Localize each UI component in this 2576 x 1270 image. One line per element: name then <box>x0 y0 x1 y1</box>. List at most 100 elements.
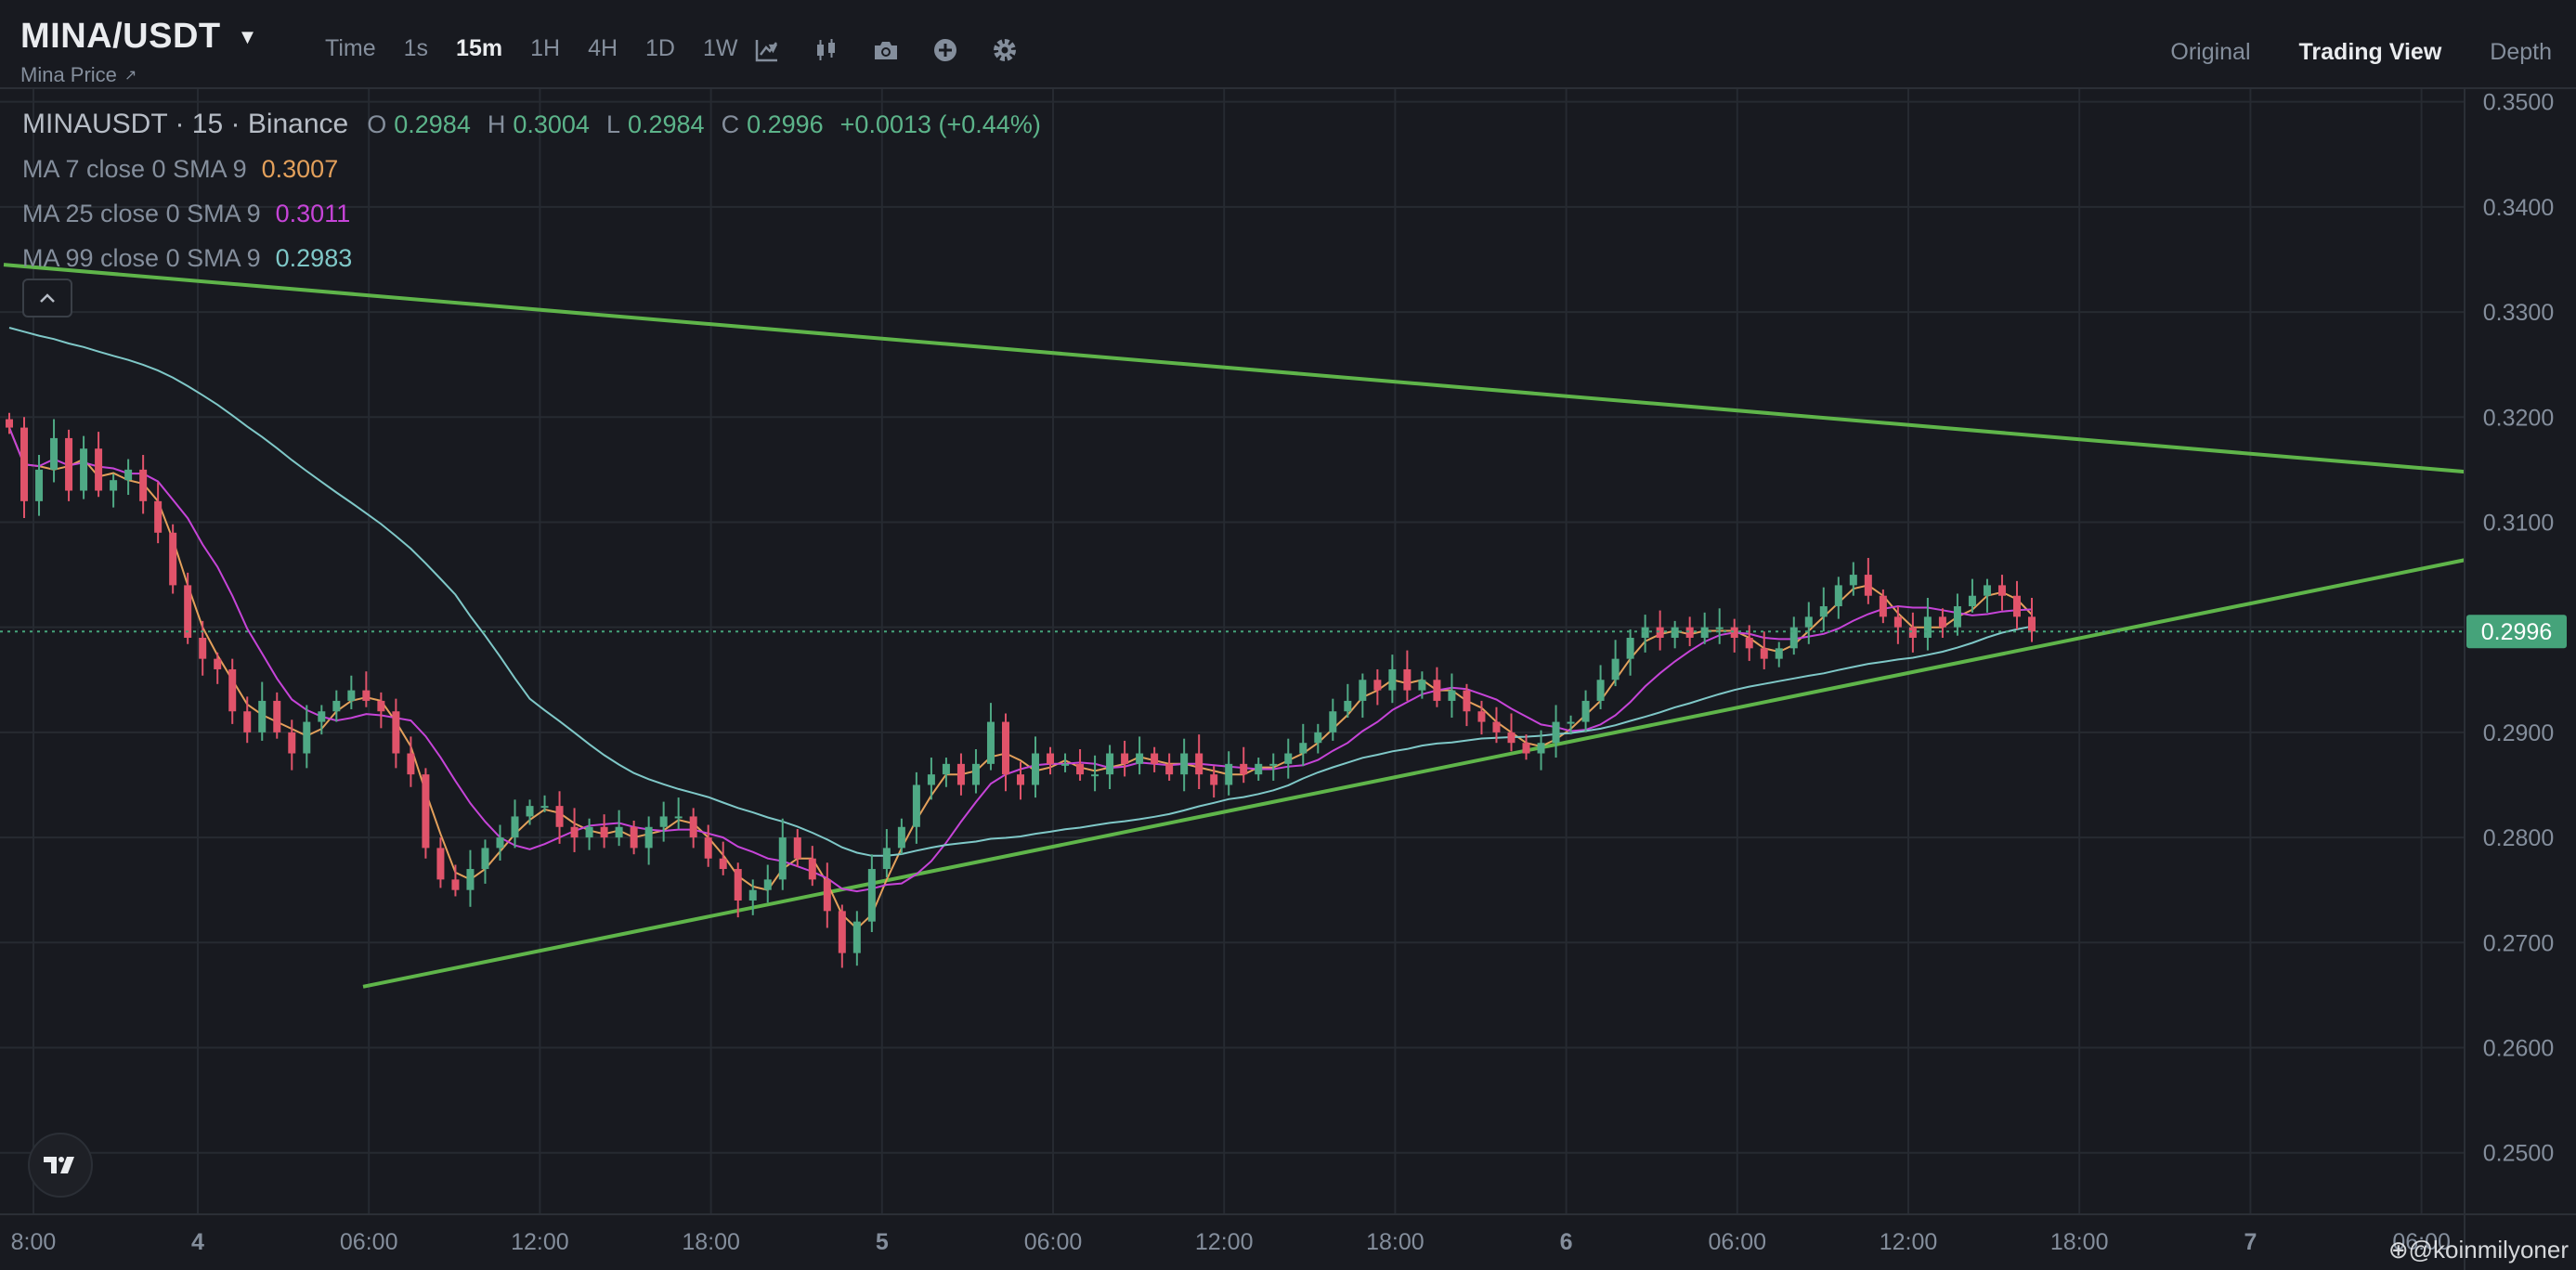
candle-body <box>1225 763 1233 785</box>
camera-icon[interactable] <box>871 35 901 65</box>
interval-4h[interactable]: 4H <box>588 35 618 61</box>
interval-1s[interactable]: 1s <box>403 35 429 61</box>
tab-trading-view[interactable]: Trading View <box>2298 39 2442 65</box>
interval-15m[interactable]: 15m <box>456 35 503 61</box>
price-chart[interactable]: 0.35000.34000.33000.32000.31000.30000.29… <box>0 89 2576 1270</box>
add-icon[interactable] <box>930 35 960 65</box>
candle-body <box>1849 575 1857 586</box>
candle-body <box>496 837 504 849</box>
candle-body <box>1507 732 1516 744</box>
legend-ma7-row[interactable]: MA 7 close 0 SMA 9 0.3007 <box>22 147 1041 191</box>
candle-body <box>1001 721 1009 775</box>
external-link-icon: ↗ <box>124 68 137 84</box>
candle-body <box>674 816 683 819</box>
candle-body <box>927 774 935 785</box>
candle-body <box>124 469 133 481</box>
y-tick-label: 0.2700 <box>2483 930 2554 956</box>
candle-body <box>734 869 742 901</box>
candle-body <box>1165 763 1174 775</box>
candle-body <box>1685 627 1694 638</box>
y-tick-label: 0.3400 <box>2483 195 2554 221</box>
legend-ma25-row[interactable]: MA 25 close 0 SMA 9 0.3011 <box>22 191 1041 236</box>
candle-body <box>1240 763 1248 775</box>
candle-body <box>1715 627 1724 629</box>
tab-depth[interactable]: Depth <box>2490 39 2552 65</box>
legend-ma99-row[interactable]: MA 99 close 0 SMA 9 0.2983 <box>22 236 1041 280</box>
candle-body <box>778 837 787 880</box>
change-value: +0.0013 (+0.44%) <box>839 110 1041 138</box>
ma99-line <box>8 327 2033 857</box>
candle-body <box>1611 658 1620 680</box>
chart-tools <box>752 35 1049 65</box>
last-price-tag <box>2466 615 2567 649</box>
candle-body <box>1091 774 1099 777</box>
candle-body <box>20 427 29 501</box>
close-value: 0.2996 <box>747 110 824 138</box>
candle-body <box>1656 627 1664 638</box>
price-info-link[interactable]: Mina Price ↗ <box>20 63 137 87</box>
indicators-icon[interactable] <box>752 35 782 65</box>
candle-body <box>852 921 861 953</box>
candle-body <box>139 469 148 501</box>
candle-body <box>882 848 891 870</box>
tradingview-logo[interactable] <box>28 1133 93 1198</box>
candle-body <box>808 858 816 880</box>
candle-body <box>1893 616 1902 628</box>
candle-body <box>1938 616 1946 628</box>
candle-body <box>689 816 697 838</box>
tab-original[interactable]: Original <box>2170 39 2251 65</box>
settings-gear-icon[interactable] <box>990 35 1020 65</box>
candle-body <box>303 721 311 754</box>
candle-body <box>1121 753 1129 764</box>
candle-body <box>748 889 757 901</box>
candle-body <box>600 826 608 838</box>
candle-body <box>511 816 519 838</box>
candle-body <box>704 837 712 859</box>
candle-body <box>1314 732 1322 744</box>
candle-body <box>407 753 415 775</box>
candle-body <box>258 700 267 732</box>
interval-1d[interactable]: 1D <box>645 35 675 61</box>
candle-body <box>1388 668 1397 691</box>
candle-body <box>570 826 579 838</box>
candle-body <box>1284 753 1293 764</box>
x-tick-label: 7 <box>2244 1229 2257 1255</box>
low-value: 0.2984 <box>627 110 705 138</box>
candle-type-icon[interactable] <box>812 35 841 65</box>
candle-body <box>1641 627 1649 638</box>
ma99-label: MA 99 close 0 SMA 9 <box>22 243 261 272</box>
candle-body <box>50 437 59 470</box>
candle-body <box>1908 627 1917 638</box>
chart-header: MINA/USDT ▼ Mina Price ↗ Time 1s 15m 1H … <box>0 0 2576 89</box>
candle-body <box>956 763 965 785</box>
candle-body <box>1136 753 1144 764</box>
collapse-legend-button[interactable] <box>22 279 72 318</box>
ma25-line <box>8 427 2033 893</box>
candle-body <box>35 469 44 501</box>
pair-selector[interactable]: MINA/USDT ▼ <box>20 17 258 57</box>
y-tick-label: 0.3500 <box>2483 90 2554 116</box>
candle-body <box>719 858 727 870</box>
candle-body <box>6 419 13 428</box>
interval-selector: Time 1s 15m 1H 4H 1D 1W ▼ <box>325 35 808 62</box>
candle-body <box>1596 680 1605 701</box>
pair-name: MINA/USDT <box>20 17 221 56</box>
low-label: L <box>605 110 620 138</box>
candle-body <box>1552 721 1560 744</box>
interval-1h[interactable]: 1H <box>530 35 561 61</box>
candle-body <box>214 658 222 669</box>
x-tick-label: 5 <box>876 1229 889 1255</box>
candle-body <box>1210 774 1218 785</box>
candle-body <box>1269 763 1278 766</box>
candle-body <box>1418 680 1426 691</box>
y-tick-label: 0.2800 <box>2483 825 2554 851</box>
candlestick-chart[interactable]: 0.35000.34000.33000.32000.31000.30000.29… <box>0 89 2576 1270</box>
x-tick-label: 18:00 <box>1366 1229 1425 1255</box>
candle-body <box>555 806 564 827</box>
candle-body <box>1671 627 1679 638</box>
candle-body <box>199 638 207 659</box>
y-tick-label: 0.2900 <box>2483 720 2554 746</box>
interval-1w[interactable]: 1W <box>703 35 738 61</box>
candle-body <box>1433 680 1441 701</box>
interval-time[interactable]: Time <box>325 35 376 61</box>
